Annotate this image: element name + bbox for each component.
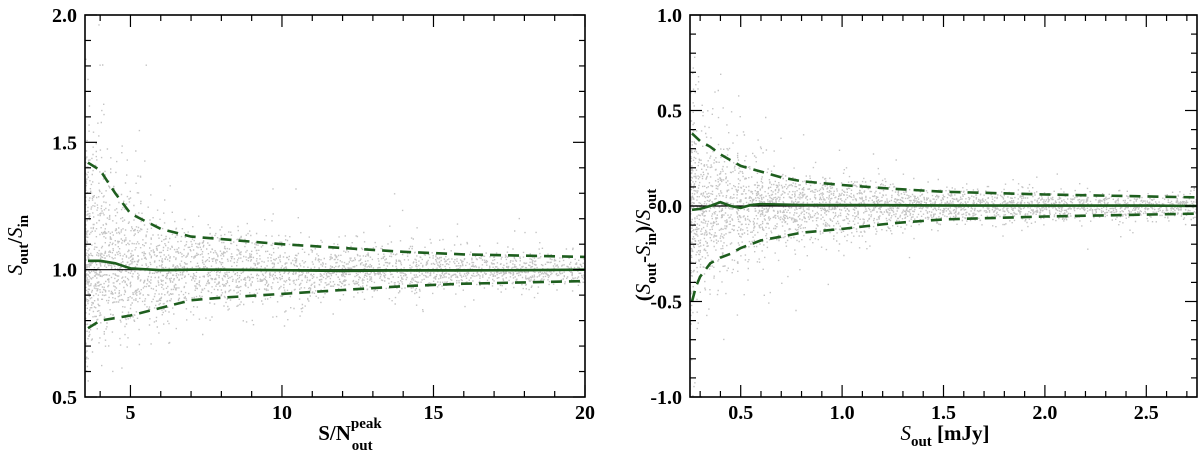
left-scatter-points bbox=[85, 24, 585, 382]
right-ylabel-sub2: in bbox=[644, 232, 660, 245]
upper-dashed-curve bbox=[691, 132, 1197, 199]
y-tick-label: 1.0 bbox=[52, 260, 77, 282]
x-tick-label: 2.5 bbox=[1134, 402, 1159, 424]
y-tick-label: 0.0 bbox=[657, 196, 682, 218]
right-curves bbox=[690, 132, 1197, 302]
plot-frame bbox=[84, 14, 586, 398]
y-tick-label: 0.5 bbox=[657, 101, 682, 123]
right-ylabel-s1: S bbox=[631, 283, 655, 294]
scatter-cloud bbox=[690, 56, 1197, 397]
left-ylabel-s2: S bbox=[3, 227, 27, 238]
y-tick-label: 1.0 bbox=[657, 5, 682, 27]
x-tick-label: 20 bbox=[575, 402, 595, 424]
right-ylabel-open: ( bbox=[631, 294, 655, 301]
x-tick-label: 2.0 bbox=[1032, 402, 1057, 424]
y-tick-label: -0.5 bbox=[650, 292, 682, 314]
upper-dashed-curve bbox=[87, 161, 585, 259]
y-tick-label: 1.5 bbox=[52, 132, 77, 154]
x-tick-label: 0.5 bbox=[728, 402, 753, 424]
median-curve bbox=[88, 259, 585, 273]
x-tick-label: 15 bbox=[423, 402, 443, 424]
x-tick-label: 1.0 bbox=[830, 402, 855, 424]
left-xlabel-sup: peak bbox=[351, 416, 383, 432]
right-y-axis-label: (Sout-Sin)/Sout bbox=[631, 189, 660, 302]
right-xlabel-sub: out bbox=[911, 434, 932, 450]
x-tick-label: 10 bbox=[272, 402, 292, 424]
right-axes: 0.5 1.0 1.5 2.0 2.5 -1.0 -0.5 0.0 0.5 1.0 bbox=[650, 5, 1198, 424]
left-curves bbox=[85, 161, 585, 330]
lower-dashed-curve bbox=[690, 212, 1197, 302]
right-ylabel-close: )/ bbox=[631, 219, 655, 233]
lower-dashed-curve bbox=[87, 279, 585, 330]
right-x-axis-label: Sout [mJy] bbox=[900, 421, 989, 450]
left-y-axis-label: Sout/Sin bbox=[3, 214, 32, 275]
median-curve bbox=[691, 200, 1197, 212]
left-xlabel-main: S/N bbox=[318, 421, 351, 445]
left-xlabel-sub: out bbox=[352, 438, 373, 454]
left-ylabel-slash: / bbox=[3, 237, 27, 245]
left-ylabel-sub1: out bbox=[16, 244, 32, 265]
left-ylabel-sub2: in bbox=[16, 214, 32, 227]
y-tick-label: 2.0 bbox=[52, 5, 77, 27]
right-panel: 0.5 1.0 1.5 2.0 2.5 -1.0 -0.5 0.0 0.5 1.0 Sout [m… bbox=[631, 5, 1198, 450]
left-panel: 5 10 15 200.51.01.52.0 S/Npeak out Sout/Sin bbox=[3, 5, 595, 454]
x-tick-label: 5 bbox=[125, 402, 135, 424]
scatter-cloud bbox=[85, 24, 585, 382]
right-ylabel-sub3: out bbox=[644, 189, 660, 210]
left-x-axis-label: S/Npeak out bbox=[318, 416, 382, 454]
left-ylabel-s1: S bbox=[3, 264, 27, 275]
right-xlabel-unit: [mJy] bbox=[932, 421, 990, 445]
left-axes: 5 10 15 20 0.5 1.0 1.5 2.0 bbox=[52, 5, 595, 424]
y-tick-label: -1.0 bbox=[650, 387, 682, 409]
right-ylabel-minus: - bbox=[631, 256, 655, 263]
right-ylabel-s2: S bbox=[631, 245, 655, 256]
right-ylabel-s3: S bbox=[631, 209, 655, 220]
right-xlabel-s: S bbox=[900, 421, 911, 445]
y-tick-label: 0.5 bbox=[52, 387, 77, 409]
right-ylabel-sub1: out bbox=[644, 263, 660, 284]
right-scatter-points bbox=[690, 56, 1197, 397]
x-tick-label: 1.5 bbox=[931, 402, 956, 424]
